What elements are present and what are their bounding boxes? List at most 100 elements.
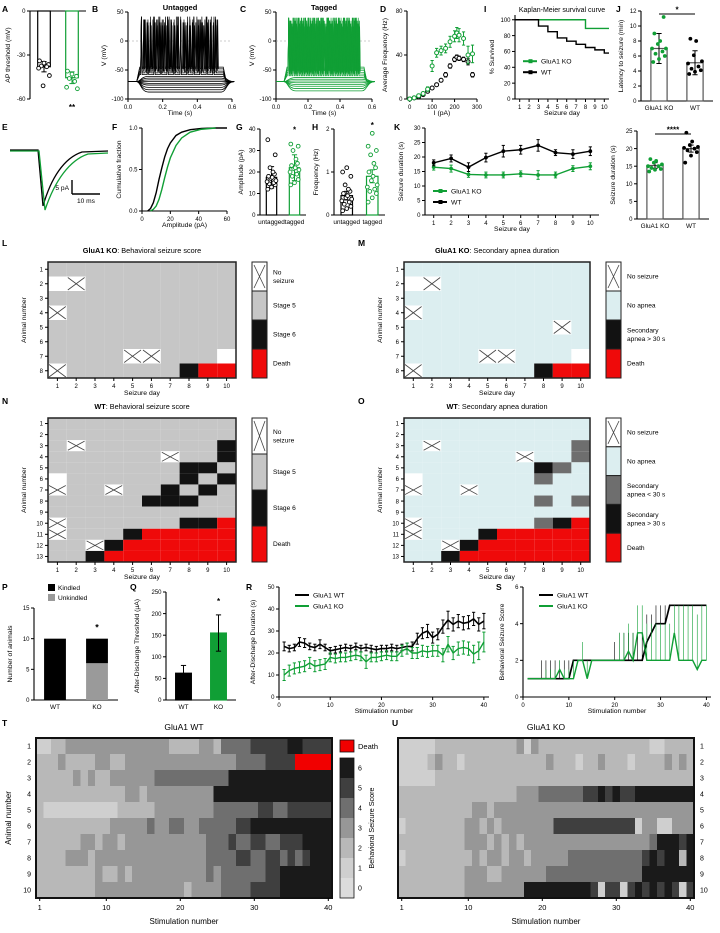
y-axis-label: AP threshold (mV) [5, 27, 12, 82]
bar-GluA1 KO [650, 15, 668, 102]
svg-text:6: 6 [40, 340, 44, 346]
svg-text:7: 7 [40, 354, 44, 360]
panel-letter: S [496, 582, 502, 592]
y-axis-label: After-Discharge Threshold (µA) [134, 599, 141, 693]
svg-text:8: 8 [700, 855, 704, 862]
svg-text:0.0: 0.0 [124, 105, 133, 111]
svg-text:4: 4 [546, 105, 550, 111]
panel-letter: L [2, 238, 7, 248]
svg-text:2: 2 [358, 845, 362, 852]
bar-WT [175, 664, 192, 701]
svg-text:1: 1 [326, 170, 330, 176]
series-wt [431, 139, 593, 172]
svg-text:untagged: untagged [258, 219, 285, 226]
svg-text:KO: KO [92, 704, 101, 711]
svg-text:-50: -50 [263, 68, 272, 74]
panel-letter: U [392, 718, 398, 728]
svg-text:1: 1 [432, 221, 436, 227]
panel-letter: E [2, 122, 8, 132]
x-axis-label: I (pA) [434, 110, 451, 117]
svg-text:5: 5 [502, 221, 506, 227]
panel-a: A 0 -30 -60 AP threshold (mV) ** [2, 4, 86, 112]
svg-text:4: 4 [700, 791, 704, 798]
legend-item: apnea > 30 s [627, 336, 666, 343]
svg-text:8: 8 [40, 369, 44, 375]
legend-item: GluA1 KO [451, 189, 482, 196]
svg-text:7: 7 [523, 384, 527, 390]
svg-text:0: 0 [268, 39, 272, 45]
svg-text:25: 25 [626, 129, 633, 135]
svg-text:5: 5 [40, 466, 44, 472]
svg-text:1.0: 1.0 [129, 126, 138, 132]
series-wt [515, 19, 609, 54]
svg-text:0: 0 [158, 698, 162, 704]
svg-text:9: 9 [396, 510, 400, 516]
svg-text:7: 7 [700, 839, 704, 846]
svg-text:6: 6 [396, 477, 400, 483]
svg-text:1: 1 [27, 743, 31, 750]
x-axis-label: Time (s) [312, 110, 337, 117]
panel-title: Kaplan-Meier survival curve [519, 7, 605, 14]
svg-text:WT: WT [50, 704, 60, 711]
svg-text:6: 6 [27, 823, 31, 830]
svg-text:2: 2 [396, 433, 400, 439]
svg-text:6: 6 [505, 568, 509, 574]
svg-text:10: 10 [223, 568, 230, 574]
svg-text:0.0: 0.0 [272, 105, 281, 111]
svg-text:10: 10 [577, 568, 584, 574]
x-axis-label: Seizure day [494, 226, 530, 233]
panel-letter: H [312, 122, 318, 132]
panel-letter: P [2, 582, 8, 592]
svg-text:15: 15 [626, 164, 633, 170]
svg-text:0: 0 [399, 97, 403, 103]
svg-text:6: 6 [505, 384, 509, 390]
panel-letter: J [616, 4, 621, 14]
svg-text:5: 5 [396, 325, 400, 331]
bar-tagged [364, 130, 380, 216]
svg-text:3: 3 [40, 296, 44, 302]
panel-h: H 0 1 2 Frequency (Hz) untagged tagged * [312, 121, 385, 226]
svg-text:8: 8 [584, 105, 588, 111]
panel-title: Tagged [311, 3, 338, 12]
svg-text:4: 4 [467, 568, 471, 574]
death-label: Death [358, 742, 378, 751]
svg-text:0.2: 0.2 [158, 105, 167, 111]
svg-text:4: 4 [40, 455, 44, 461]
svg-text:0.4: 0.4 [193, 105, 202, 111]
bar-WT [686, 36, 704, 102]
svg-text:3: 3 [537, 105, 541, 111]
svg-text:10: 10 [249, 192, 256, 198]
panel-title: GluA1 KO: Behavioral seizure score [83, 246, 201, 255]
svg-text:50: 50 [265, 10, 272, 16]
legend-item: GluA1 KO [557, 604, 588, 611]
scalebar-horizontal-label: 10 ms [77, 198, 96, 205]
svg-text:6: 6 [40, 477, 44, 483]
panel-title: GluA1 WT [164, 722, 203, 732]
panel-letter: C [240, 4, 246, 14]
svg-text:5: 5 [131, 384, 135, 390]
panel-q: Q 0 50 100 150 200 250 After-Discharge Threshol… [130, 582, 236, 711]
svg-text:1: 1 [56, 568, 60, 574]
svg-text:tagged: tagged [362, 219, 382, 226]
panel-l: L GluA1 KO: Behavioral seizure score 1 2 3 4 5… [2, 238, 296, 397]
svg-text:0: 0 [507, 97, 511, 103]
panel-letter: O [358, 396, 365, 406]
series-glua1-ko [282, 631, 486, 681]
x-axis-label: Seizure day [124, 574, 160, 581]
scalebar-vertical-label: 5 pA [55, 185, 69, 192]
x-axis-label: Stimulation number [512, 917, 581, 926]
svg-text:0: 0 [629, 217, 633, 223]
svg-text:50: 50 [268, 585, 275, 591]
svg-text:4: 4 [633, 69, 637, 75]
grid-cells [48, 262, 236, 378]
svg-text:3: 3 [93, 384, 97, 390]
y-axis-label: Amplitude (pA) [238, 150, 245, 195]
svg-text:5: 5 [486, 568, 490, 574]
svg-text:13: 13 [392, 555, 399, 561]
svg-text:12: 12 [630, 9, 637, 15]
svg-text:50: 50 [155, 677, 162, 683]
panel-title: Untagged [163, 3, 198, 12]
svg-text:15: 15 [23, 606, 30, 612]
